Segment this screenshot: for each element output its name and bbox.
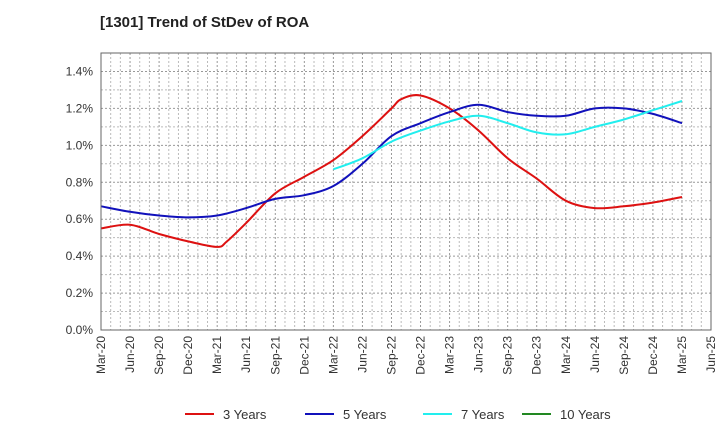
grid [100,52,712,331]
chart-title: [1301] Trend of StDev of ROA [100,14,310,31]
x-tick-label: Sep-23 [501,336,515,375]
x-tick-label: Mar-25 [675,336,689,374]
legend-label-10-years: 10 Years [560,407,611,422]
series-line-7-years [333,100,683,171]
x-tick-label: Mar-22 [326,336,340,374]
legend-label-7-years: 7 Years [461,407,505,422]
x-tick-label: Sep-20 [152,336,166,375]
x-tick-label: Mar-24 [559,336,573,374]
x-tick-label: Mar-21 [210,336,224,374]
y-tick-label: 1.2% [66,101,94,115]
y-tick-label: 1.0% [66,138,94,152]
x-axis: Mar-20 Jun-20 Sep-20 Dec-20 Mar-21 Jun-21 Sep-… [94,336,718,375]
x-tick-label: Jun-25 [704,336,718,373]
plot-frame [100,52,712,331]
series-lines [100,94,683,248]
x-tick-label: Sep-22 [384,336,398,375]
y-tick-label: 0.6% [66,212,94,226]
y-axis: 0.0% 0.2% 0.4% 0.6% 0.8% 1.0% 1.2% 1.4% [66,64,94,337]
x-tick-label: Jun-20 [123,336,137,373]
x-tick-label: Dec-24 [646,336,660,375]
y-tick-label: 0.0% [66,323,94,337]
y-tick-label: 0.8% [66,175,94,189]
x-tick-label: Sep-21 [268,336,282,375]
y-tick-label: 0.4% [66,249,94,263]
y-tick-label: 0.2% [66,286,94,300]
x-tick-label: Jun-21 [239,336,253,373]
y-tick-label: 1.4% [66,64,94,78]
x-tick-label: Jun-22 [355,336,369,373]
x-tick-label: Dec-20 [181,336,195,375]
x-tick-label: Jun-23 [472,336,486,373]
x-tick-label: Dec-21 [297,336,311,375]
series-line-3-years [100,94,683,248]
x-tick-label: Dec-23 [530,336,544,375]
x-tick-label: Jun-24 [588,336,602,373]
x-tick-label: Mar-20 [94,336,108,374]
series-line-5-years [100,103,683,219]
legend: 3 Years 5 Years 7 Years 10 Years [185,407,611,422]
x-tick-label: Dec-22 [414,336,428,375]
x-tick-label: Sep-24 [617,336,631,375]
legend-label-5-years: 5 Years [343,407,387,422]
x-tick-label: Mar-23 [443,336,457,374]
legend-label-3-years: 3 Years [223,407,267,422]
